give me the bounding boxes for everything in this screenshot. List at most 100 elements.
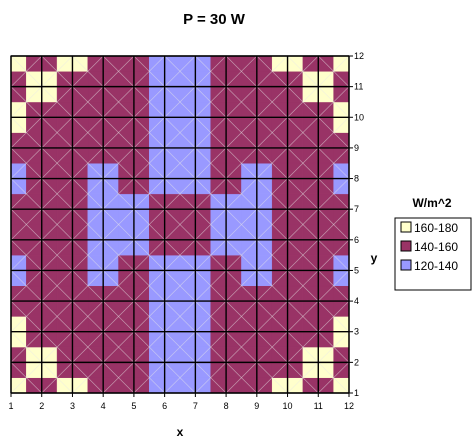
diagonal-line xyxy=(318,86,350,118)
diagonal-line xyxy=(195,117,227,149)
x-tick-label: 8 xyxy=(224,401,229,411)
diagonal-line xyxy=(72,300,104,332)
diagonal-line xyxy=(287,117,319,149)
diagonal-line xyxy=(195,300,227,332)
diagonal-line xyxy=(287,147,319,179)
legend-swatch xyxy=(400,221,412,233)
diagonal-line xyxy=(41,239,73,271)
diagonal-line xyxy=(41,300,73,332)
diagonal-lines xyxy=(10,55,350,394)
diagonal-line xyxy=(72,55,104,87)
diagonal-line xyxy=(287,300,319,332)
diagonal-line xyxy=(287,86,319,118)
diagonal-line xyxy=(72,178,104,210)
x-tick-label: 11 xyxy=(314,401,323,411)
diagonal-line xyxy=(72,270,104,302)
x-tick-label: 2 xyxy=(39,401,44,411)
diagonal-line xyxy=(41,117,73,149)
diagonal-line xyxy=(102,178,135,210)
diagonal-line xyxy=(164,362,196,394)
diagonal-line xyxy=(10,117,42,149)
diagonal-line xyxy=(164,147,196,179)
diagonal-line xyxy=(195,270,227,302)
diagonal-line xyxy=(41,208,73,241)
x-tick-label: 6 xyxy=(162,401,167,411)
diagonal-line xyxy=(256,147,288,179)
diagonal-line xyxy=(256,208,288,241)
diagonal-line xyxy=(256,178,288,210)
legend-label: 140-160 xyxy=(414,240,458,254)
y-axis-title: y xyxy=(371,251,378,265)
diagonal-line xyxy=(102,86,135,118)
diagonal-line xyxy=(41,362,73,394)
diagonal-line xyxy=(195,86,227,118)
diagonal-line xyxy=(256,331,288,363)
diagonal-line xyxy=(164,55,196,87)
diagonal-line xyxy=(318,117,350,149)
diagonal-line xyxy=(10,208,42,241)
legend-swatch xyxy=(400,259,412,271)
diagonal-line xyxy=(287,55,319,87)
x-tick-label: 1 xyxy=(8,401,13,411)
diagonal-line xyxy=(133,147,165,179)
diagonal-line xyxy=(164,331,196,363)
diagonal-line xyxy=(318,178,350,210)
diagonal-line xyxy=(10,362,42,394)
diagonal-line xyxy=(10,86,42,118)
diagonal-line xyxy=(102,270,135,302)
x-tick-label: 5 xyxy=(131,401,136,411)
diagonal-line xyxy=(318,270,350,302)
diagonal-line xyxy=(133,270,165,302)
legend-items: 160-180 140-160 120-140 xyxy=(400,221,458,273)
diagonal-line xyxy=(72,362,104,394)
x-tick-label: 4 xyxy=(101,401,106,411)
legend: W/m^2 160-180 140-160 120-140 xyxy=(394,196,472,291)
diagonal-line xyxy=(287,331,319,363)
diagonal-line xyxy=(10,178,42,210)
y-tick-label: 2 xyxy=(354,357,359,367)
diagonal-line xyxy=(164,270,196,302)
diagonal-line xyxy=(72,239,104,271)
diagonal-line xyxy=(318,147,350,179)
diagonal-line xyxy=(72,117,104,149)
diagonal-line xyxy=(225,117,258,149)
diagonal-line xyxy=(41,270,73,302)
diagonal-line xyxy=(164,117,196,149)
x-tick-label: 7 xyxy=(193,401,198,411)
diagonal-line xyxy=(318,239,350,271)
legend-label: 120-140 xyxy=(414,259,458,273)
grid-lines xyxy=(10,55,353,397)
diagonal-line xyxy=(225,178,258,210)
diagonal-line xyxy=(225,270,258,302)
y-tick-label: 9 xyxy=(354,143,359,153)
diagonal-line xyxy=(318,55,350,87)
y-tick-label: 4 xyxy=(354,296,359,306)
diagonal-line xyxy=(225,147,258,179)
diagonal-line xyxy=(256,300,288,332)
diagonal-line xyxy=(318,362,350,394)
diagonal-line xyxy=(133,239,165,271)
y-tick-label: 1 xyxy=(354,388,359,398)
diagonal-line xyxy=(318,331,350,363)
diagonal-line xyxy=(256,239,288,271)
diagonal-line xyxy=(41,55,73,87)
y-tick-label: 3 xyxy=(354,327,359,337)
diagonal-line xyxy=(133,300,165,332)
diagonal-line xyxy=(41,147,73,179)
diagonal-line xyxy=(256,86,288,118)
diagonal-line xyxy=(72,331,104,363)
diagonal-line xyxy=(102,239,135,271)
diagonal-line xyxy=(10,270,42,302)
diagonal-line xyxy=(133,331,165,363)
diagonal-line xyxy=(102,208,135,241)
diagonal-line xyxy=(133,208,165,241)
legend-swatch xyxy=(400,240,412,252)
diagonal-line xyxy=(41,178,73,210)
y-tick-label: 8 xyxy=(354,174,359,184)
x-tick-label: 10 xyxy=(283,401,293,411)
diagonal-line xyxy=(164,178,196,210)
diagonal-line xyxy=(10,147,42,179)
diagonal-line xyxy=(133,117,165,149)
diagonal-line xyxy=(102,55,135,87)
y-tick-label: 12 xyxy=(354,51,364,61)
